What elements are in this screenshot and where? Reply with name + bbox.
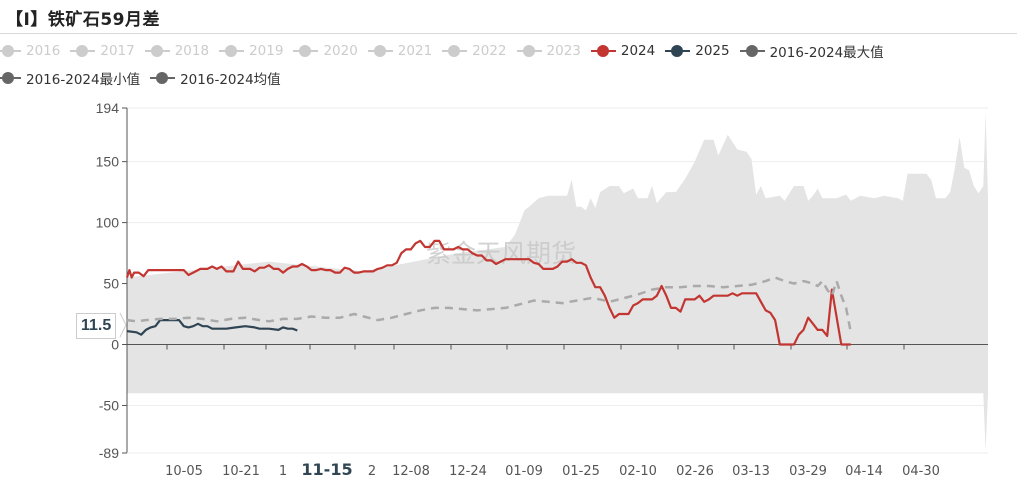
legend-label: 2016-2024最大值	[769, 44, 884, 61]
legend-label: 2021	[397, 42, 433, 59]
legend-item-2018[interactable]: 2018	[144, 42, 210, 59]
legend-item-2022[interactable]: 2022	[442, 42, 507, 59]
x-tick-label: 03-29	[789, 464, 827, 479]
x-tick-label: 03-13	[732, 464, 770, 479]
x-tick-label: 02-10	[619, 464, 657, 479]
series-line-2025	[126, 319, 298, 336]
y-pointer-arrow-icon	[119, 312, 127, 338]
y-tick-label: 100	[96, 215, 120, 231]
x-tick-label: 01-25	[562, 464, 600, 479]
y-tick-label: 0	[111, 337, 119, 353]
y-tick-label: 50	[103, 276, 119, 292]
legend-marker-icon	[293, 44, 319, 58]
x-tick-label: 1	[279, 464, 287, 479]
legend-marker-icon	[0, 71, 21, 85]
chart-title: 【I】铁矿石59月差	[6, 10, 160, 30]
legend-item-2016-2024-mean[interactable]: 2016-2024均值	[150, 68, 281, 88]
x-tick-label: 10-21	[222, 464, 260, 479]
title-divider	[0, 33, 1017, 34]
legend-label: 2024	[620, 42, 656, 59]
legend-marker-icon	[516, 44, 542, 58]
legend-marker-icon	[665, 44, 691, 58]
legend-item-2019[interactable]: 2019	[219, 43, 283, 59]
legend-label: 2025	[695, 42, 730, 59]
x-tick-label: 2	[368, 464, 376, 479]
legend-marker-icon	[442, 44, 468, 58]
y-tick-label: -50	[99, 397, 119, 413]
legend-item-2016[interactable]: 2016	[0, 43, 60, 59]
x-tick-label: 02-26	[676, 464, 714, 479]
legend-marker-icon	[590, 44, 616, 58]
x-tick-label: 11-15	[301, 460, 352, 479]
legend-row-1: 2016 2017 2018 2019 2020 2021 2022 2023 2024 2025…	[0, 37, 1017, 64]
legend-item-2024[interactable]: 2024	[590, 42, 656, 59]
legend-item-2020[interactable]: 2020	[293, 42, 358, 59]
legend-marker-icon	[70, 44, 96, 58]
x-tick-label: 04-30	[902, 464, 940, 479]
legend: 2016 2017 2018 2019 2020 2021 2022 2023 2024 2025…	[0, 37, 1017, 91]
series-line-2024	[125, 239, 851, 346]
legend-item-2023[interactable]: 2023	[516, 42, 581, 59]
legend-label: 2018	[174, 42, 210, 59]
y-tick-label: -89	[99, 445, 119, 461]
legend-item-2016-2024-max[interactable]: 2016-2024最大值	[739, 41, 884, 61]
legend-label: 2020	[323, 42, 358, 59]
legend-marker-icon	[367, 44, 393, 58]
legend-item-2025[interactable]: 2025	[665, 42, 730, 59]
legend-marker-icon	[144, 44, 170, 58]
legend-label: 2016-2024均值	[180, 71, 281, 88]
x-tick-label: 10-05	[165, 464, 203, 479]
legend-marker-icon	[150, 71, 176, 85]
legend-label: 2016	[26, 42, 61, 59]
x-tick-label: 12-08	[392, 464, 430, 479]
y-axis-pointer-label: 11.5	[76, 313, 117, 339]
legend-marker-icon	[0, 44, 21, 58]
legend-marker-icon	[219, 44, 245, 58]
legend-item-2016-2024-min[interactable]: 2016-2024最小值	[0, 68, 140, 88]
legend-row-2: 2016-2024最小值 2016-2024均值	[0, 64, 1017, 91]
x-tick-label: 12-24	[449, 464, 487, 479]
legend-label: 2019	[249, 42, 284, 59]
x-tick-label: 01-09	[505, 464, 543, 479]
legend-label: 2017	[100, 42, 135, 59]
legend-label: 2023	[546, 42, 581, 59]
y-tick-label: 150	[96, 154, 120, 170]
y-tick-label: 194	[96, 100, 120, 116]
watermark: 紫金天风期货	[426, 239, 576, 268]
x-tick-label: 04-14	[845, 464, 883, 479]
legend-label: 2016-2024最小值	[26, 71, 141, 88]
legend-item-2017[interactable]: 2017	[70, 42, 135, 59]
legend-item-2021[interactable]: 2021	[367, 42, 433, 59]
legend-marker-icon	[739, 44, 765, 58]
series-line-2016-2024-mean	[126, 276, 853, 333]
max-min-band-area	[127, 112, 988, 451]
legend-label: 2022	[472, 42, 507, 59]
